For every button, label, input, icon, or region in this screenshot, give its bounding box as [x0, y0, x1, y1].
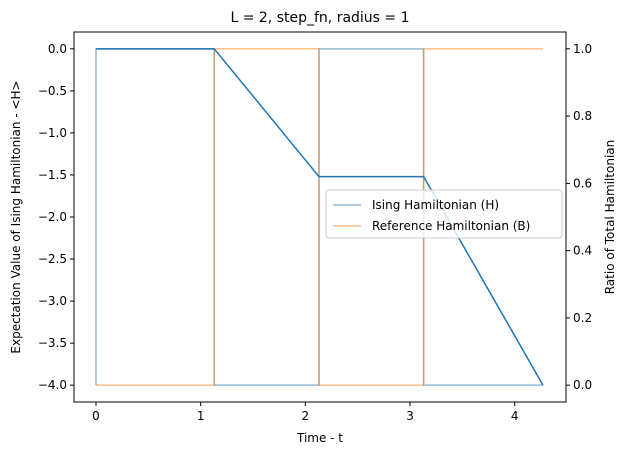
y-right-tick-label: 1.0: [573, 42, 592, 56]
series-line-2: [95, 48, 544, 386]
y-right-tick-label: 0.4: [573, 244, 592, 258]
y-right-tick-label: 0.8: [573, 109, 592, 123]
chart-title: L = 2, step_fn, radius = 1: [230, 10, 409, 26]
y-left-tick-label: −0.5: [38, 84, 67, 98]
x-tick-label: 1: [197, 409, 205, 423]
y-axis-left-label: Expectation Value of Ising Hamiltonian -…: [9, 80, 23, 353]
y-right-tick-label: 0.0: [573, 378, 592, 392]
legend-entry-label: Ising Hamiltonian (H): [372, 198, 499, 212]
y-left-tick-label: −4.0: [38, 378, 67, 392]
legend-box: [325, 189, 563, 239]
y-axis-right: 0.0 0.2 0.4 0.6 0.8 1.0: [566, 42, 592, 392]
y-right-tick-label: 0.2: [573, 311, 592, 325]
y-axis-left: 0.0 −0.5 −1.0 −1.5 −2.0 −2.5 −3.0 −3.5 −4.0: [38, 42, 74, 392]
y-left-tick-label: −3.0: [38, 294, 67, 308]
y-left-tick-label: −1.0: [38, 126, 67, 140]
y-left-tick-label: −1.5: [38, 168, 67, 182]
y-left-tick-label: −2.5: [38, 252, 67, 266]
y-left-tick-label: −2.0: [38, 210, 67, 224]
legend-entry-label: Reference Hamiltonian (B): [372, 219, 530, 233]
series-group: [95, 48, 544, 386]
y-right-tick-label: 0.6: [573, 176, 592, 190]
x-tick-label: 0: [92, 409, 100, 423]
x-tick-label: 4: [511, 409, 519, 423]
y-left-tick-label: −3.5: [38, 336, 67, 350]
y-axis-right-label: Ratio of Total Hamiltonian: [603, 140, 617, 295]
y-left-tick-label: 0.0: [48, 42, 67, 56]
series-line-1: [95, 48, 543, 386]
x-tick-label: 2: [302, 409, 310, 423]
x-axis-label: Time - t: [296, 431, 343, 445]
x-axis: 0 1 2 3 4: [92, 402, 519, 423]
x-tick-label: 3: [406, 409, 414, 423]
legend: Ising Hamiltonian (H) Reference Hamiltoni…: [325, 189, 563, 239]
